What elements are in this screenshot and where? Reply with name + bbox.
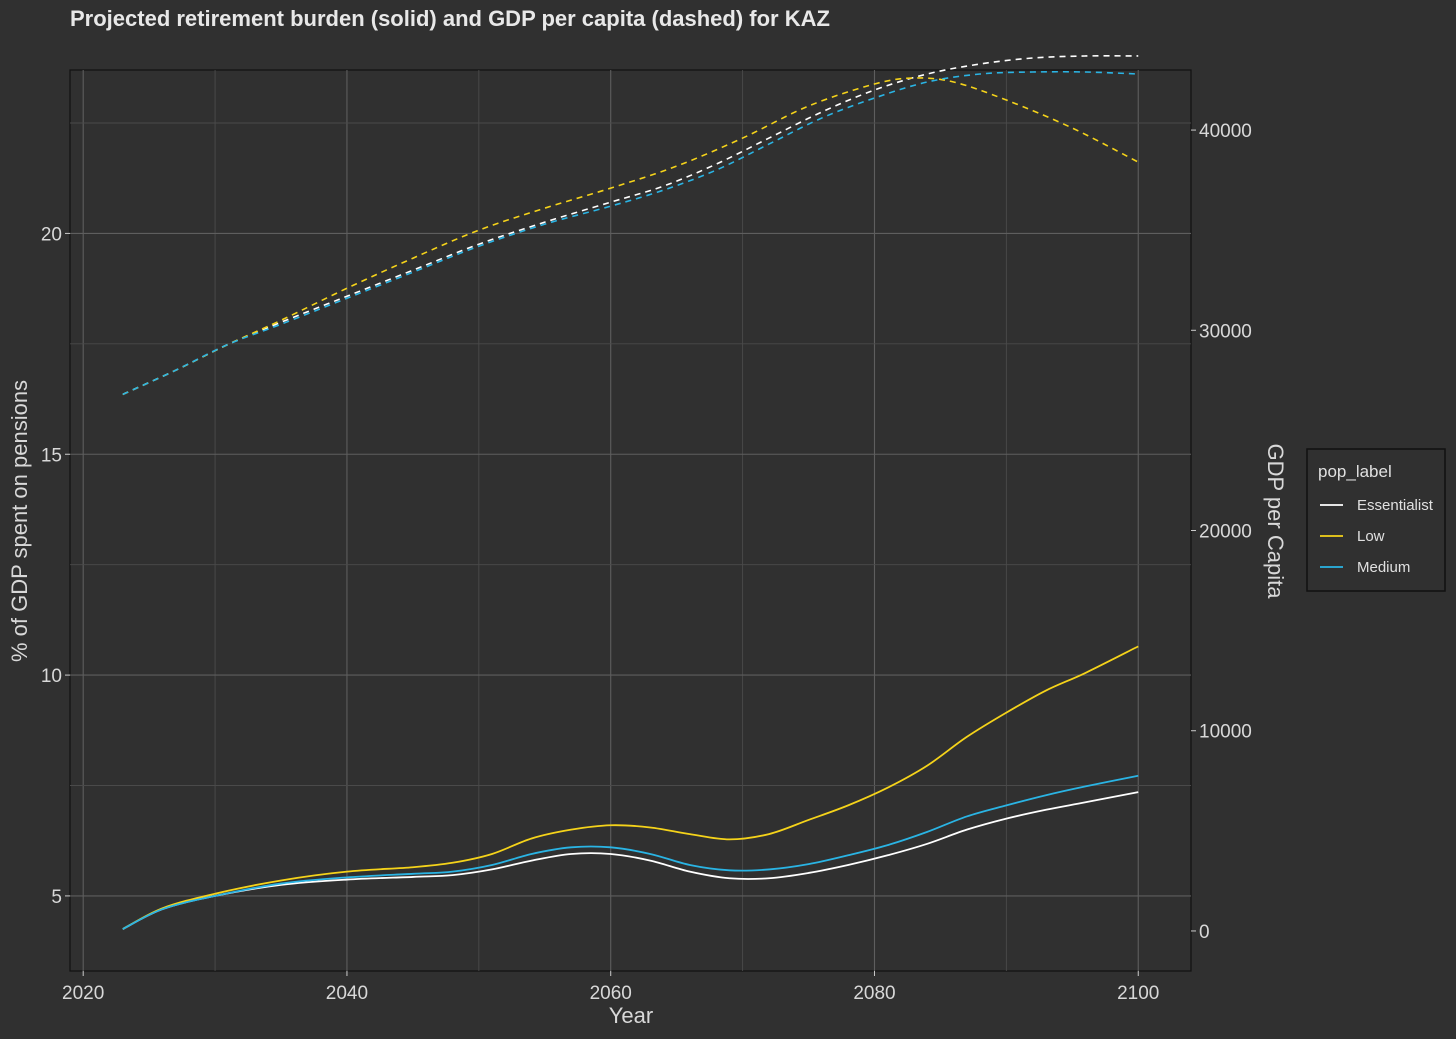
gdp-line-low <box>122 77 1139 396</box>
pension-line-low <box>122 645 1139 930</box>
pension-line-medium <box>122 774 1139 930</box>
y-axis-right-title: GDP per Capita <box>1263 444 1288 600</box>
x-axis-title: Year <box>609 1003 653 1028</box>
y-tick-label: 20 <box>41 224 62 245</box>
y-right-tick-label: 40000 <box>1199 121 1252 142</box>
y-axis-ticks: 5 10 15 20 <box>41 224 70 908</box>
y-axis-title: % of GDP spent on pensions <box>7 380 32 662</box>
legend-label-essentialist: Essentialist <box>1357 497 1434 514</box>
y-right-tick-label: 30000 <box>1199 321 1252 342</box>
y-tick-label: 5 <box>51 887 62 908</box>
x-tick-label: 2060 <box>590 983 632 1004</box>
plot-area <box>69 55 1192 972</box>
y-right-tick-label: 20000 <box>1199 522 1252 543</box>
legend-label-medium: Medium <box>1357 559 1410 576</box>
gdp-line-medium <box>122 70 1139 396</box>
x-axis-ticks: 2020 2040 2060 2080 2100 <box>62 971 1159 1004</box>
y-right-tick-label: 10000 <box>1199 722 1252 743</box>
series-layer <box>122 55 1139 930</box>
y-axis-right-ticks: 0 10000 20000 30000 40000 <box>1191 121 1252 943</box>
legend-items: Essentialist Low Medium <box>1320 497 1434 576</box>
x-tick-label: 2020 <box>62 983 104 1004</box>
legend-title: pop_label <box>1318 462 1392 481</box>
legend-label-low: Low <box>1357 528 1385 545</box>
x-tick-label: 2040 <box>326 983 368 1004</box>
y-tick-label: 10 <box>41 666 62 687</box>
gridlines <box>70 70 1191 971</box>
x-tick-label: 2100 <box>1117 983 1159 1004</box>
plot-panel <box>69 69 1192 972</box>
legend: pop_label Essentialist Low Medium <box>1306 448 1446 592</box>
x-tick-label: 2080 <box>853 983 895 1004</box>
chart-title: Projected retirement burden (solid) and … <box>70 6 830 31</box>
y-right-tick-label: 0 <box>1199 922 1210 943</box>
y-tick-label: 15 <box>41 445 62 466</box>
pension-line-essentialist <box>122 791 1139 930</box>
